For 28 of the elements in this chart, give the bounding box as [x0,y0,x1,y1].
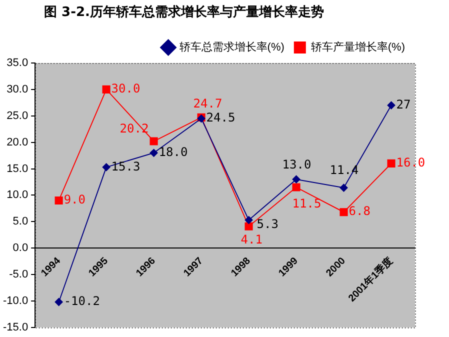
data-label: 30.0 [111,82,140,96]
data-label: 4.1 [240,232,262,247]
data-label: 13.0 [282,157,312,172]
data-label: 9.0 [64,192,86,207]
y-tick-label: 15.0 [6,162,28,175]
data-label: 16.0 [396,156,426,170]
chart-title: 图 3-2.历年轿车总需求增长率与产量增长率走势 [43,4,325,22]
y-tick-label: 5.0 [12,216,28,228]
y-tick-label: 0.0 [12,242,28,254]
legend-label: 轿车产量增长率(%) [310,40,405,54]
y-tick-label: 10.0 [6,189,28,202]
y-tick-label: 35.0 [6,57,28,70]
data-label: 24.5 [206,110,236,125]
y-tick-label: 20.0 [6,136,28,148]
y-tick-label: -5.0 [9,268,28,281]
y-tick-label: 30.0 [6,83,28,96]
data-label: 27 [396,97,411,112]
data-label: 11.5 [292,196,322,210]
data-label: -10.2 [64,294,100,308]
y-tick-label: 25.0 [6,110,28,122]
legend-label: 轿车总需求增长率(%) [179,40,284,54]
data-label: 24.7 [193,96,222,111]
data-label: 15.3 [111,159,140,174]
y-tick-label: -10.0 [2,294,28,307]
data-label: 18.0 [158,145,188,160]
y-tick-label: -15.0 [2,321,28,334]
data-label: 6.8 [348,204,370,218]
data-label: 5.3 [256,217,278,232]
